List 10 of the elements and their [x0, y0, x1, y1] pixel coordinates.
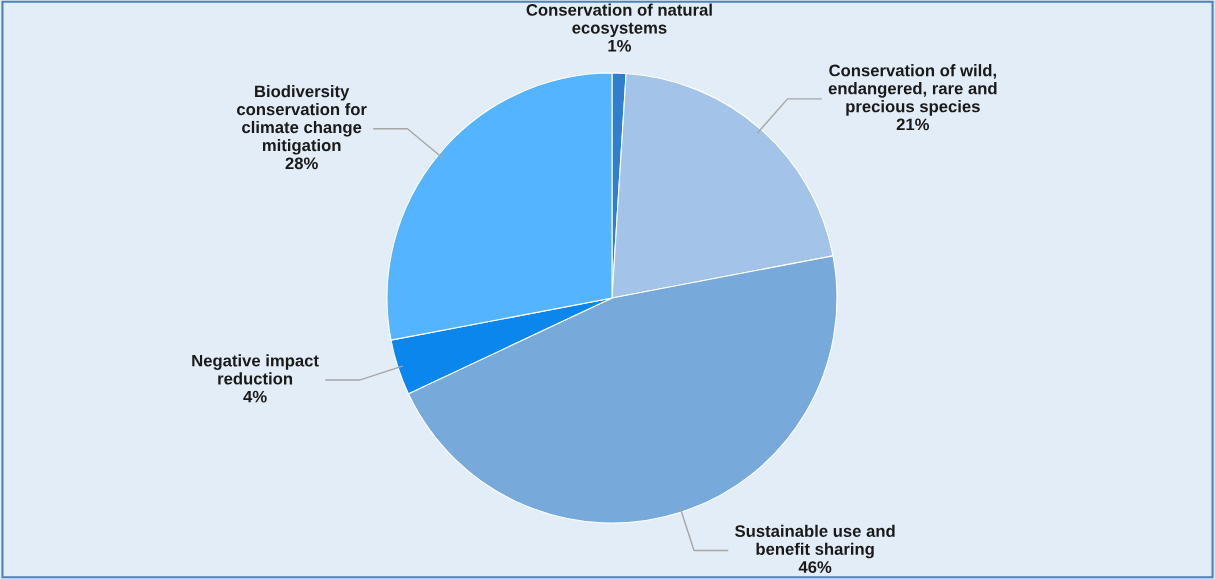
- slice-label: Negative impact reduction: [192, 354, 319, 385]
- data-label: 4%: [243, 390, 267, 403]
- slice-label: Biodiversity conservation for climate change mitigation: [237, 85, 367, 155]
- data-label: 28%: [285, 157, 318, 170]
- slice-label: Conservation of wild, endangered, rare and precious species: [828, 64, 997, 116]
- data-label: 46%: [798, 561, 832, 573]
- slice-label: Conservation of natural ecosystems: [526, 3, 712, 38]
- data-label: 21%: [896, 118, 930, 131]
- data-label: 1%: [608, 39, 632, 52]
- slice-label: Sustainable use and benefit sharing: [735, 524, 895, 559]
